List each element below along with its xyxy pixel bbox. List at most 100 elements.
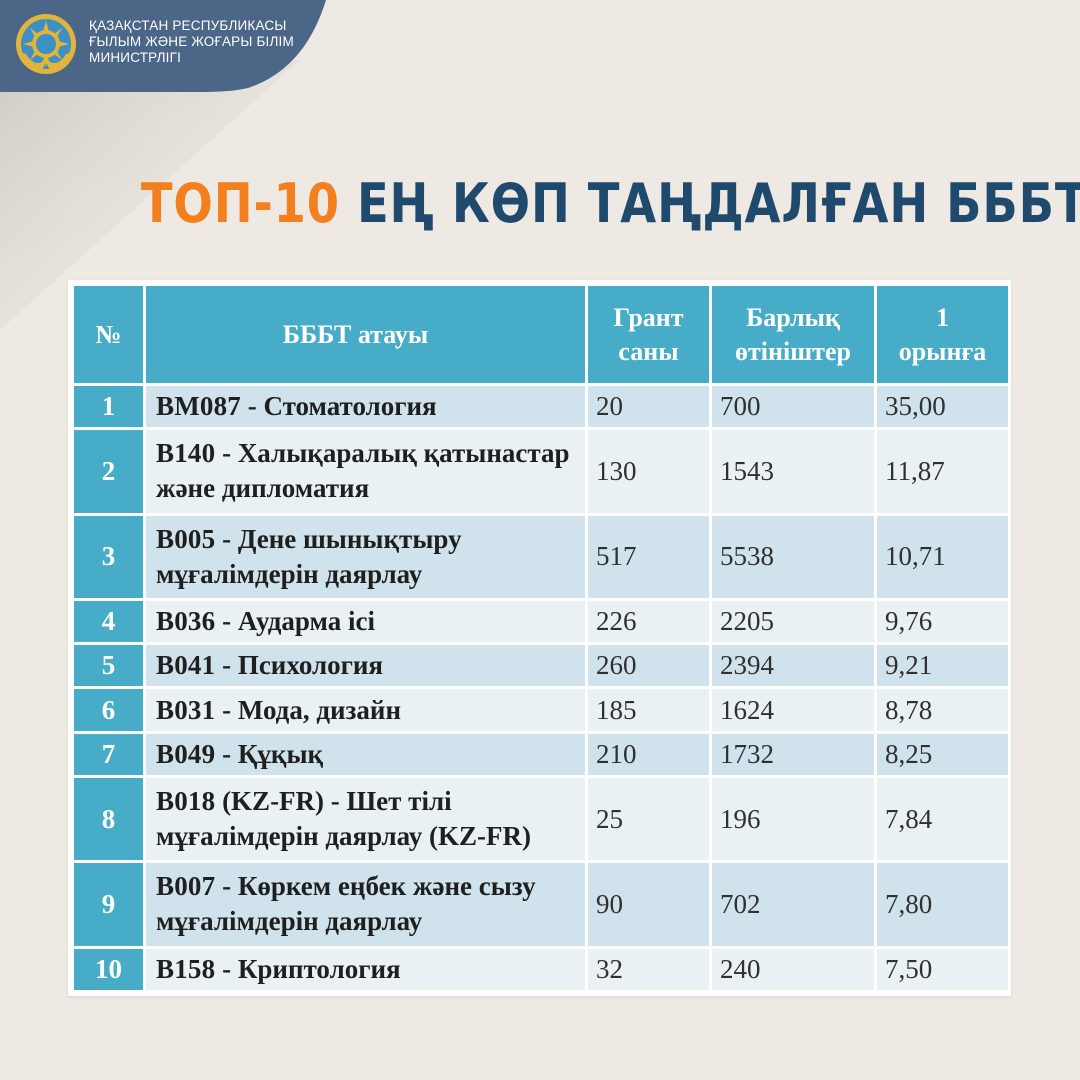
column-header-program-name: БББТ атауы bbox=[143, 283, 588, 386]
ministry-name: ҚАЗАҚСТАН РЕСПУБЛИКАСЫ ҒЫЛЫМ ЖӘНЕ ЖОҒАРЫ… bbox=[89, 18, 319, 66]
table-row: 10 B158 - Криптология 32 240 7,50 bbox=[71, 945, 1011, 994]
program-name-cell: B041 - Психология bbox=[143, 642, 588, 690]
ministry-name-line: МИНИСТРЛІГІ bbox=[89, 50, 182, 65]
program-name: Криптология bbox=[237, 953, 401, 984]
program-code: B031 bbox=[156, 694, 216, 725]
grants-cell: 32 bbox=[585, 945, 712, 994]
program-separator: - bbox=[241, 391, 264, 422]
ministry-name-line: ҒЫЛЫМ ЖӘНЕ ЖОҒАРЫ БІЛІМ bbox=[89, 34, 294, 49]
grants-cell: 25 bbox=[585, 775, 712, 864]
applications-cell: 240 bbox=[709, 945, 877, 994]
per-place-cell: 10,71 bbox=[874, 512, 1011, 601]
program-name-cell: BM087 - Стоматология bbox=[143, 382, 588, 431]
program-separator: - bbox=[215, 694, 238, 725]
ministry-name-line: ҚАЗАҚСТАН РЕСПУБЛИКАСЫ bbox=[89, 18, 287, 33]
page-title-accent: ТОП-10 bbox=[140, 172, 340, 235]
program-separator: - bbox=[215, 650, 238, 681]
applications-cell: 2394 bbox=[709, 642, 877, 690]
column-header-label: саны bbox=[618, 336, 679, 366]
grants-cell: 130 bbox=[585, 427, 712, 516]
table-row: 7 B049 - Құқық 210 1732 8,25 bbox=[71, 730, 1011, 779]
grants-cell: 185 bbox=[585, 686, 712, 734]
applications-cell: 196 bbox=[709, 775, 877, 864]
table-row: 9 B007 - Көркем еңбек және сызу мұғалімд… bbox=[71, 860, 1011, 949]
row-number: 10 bbox=[71, 945, 146, 994]
row-number: 6 bbox=[71, 686, 146, 734]
column-header-label: № bbox=[95, 319, 122, 349]
per-place-cell: 7,80 bbox=[874, 860, 1011, 949]
program-name-cell: B005 - Дене шынықтыру мұғалімдерін даярл… bbox=[143, 512, 588, 601]
applications-cell: 1732 bbox=[709, 730, 877, 779]
row-number: 4 bbox=[71, 597, 146, 646]
table-row: 6 B031 - Мода, дизайн 185 1624 8,78 bbox=[71, 686, 1011, 734]
ranking-table: № БББТ атауы Грант саны Барлық өтініштер 1… bbox=[71, 283, 1011, 994]
program-name-cell: B007 - Көркем еңбек және сызу мұғалімдер… bbox=[143, 860, 588, 949]
program-code: B007 bbox=[156, 871, 216, 902]
applications-cell: 1543 bbox=[709, 427, 877, 516]
column-header-applications: Барлық өтініштер bbox=[709, 283, 877, 386]
column-header-label: 1 bbox=[936, 302, 949, 332]
table-row: 2 B140 - Халықаралық қатынастар және дип… bbox=[71, 427, 1011, 516]
applications-cell: 2205 bbox=[709, 597, 877, 646]
program-separator: - bbox=[215, 438, 238, 469]
table-row: 1 BM087 - Стоматология 20 700 35,00 bbox=[71, 382, 1011, 431]
grants-cell: 260 bbox=[585, 642, 712, 690]
program-name-cell: B140 - Халықаралық қатынастар және дипло… bbox=[143, 427, 588, 516]
header-band bbox=[0, 0, 326, 92]
table-row: 4 B036 - Аударма ісі 226 2205 9,76 bbox=[71, 597, 1011, 646]
program-code: B049 bbox=[156, 738, 216, 769]
per-place-cell: 8,25 bbox=[874, 730, 1011, 779]
row-number: 9 bbox=[71, 860, 146, 949]
row-number: 2 bbox=[71, 427, 146, 516]
row-number: 3 bbox=[71, 512, 146, 601]
per-place-cell: 9,76 bbox=[874, 597, 1011, 646]
row-number: 7 bbox=[71, 730, 146, 779]
page-title-main: ЕҢ КӨП ТАҢДАЛҒАН БББТ bbox=[339, 172, 1080, 235]
program-separator: (KZ-FR) - bbox=[215, 786, 347, 817]
table-row: 5 B041 - Психология 260 2394 9,21 bbox=[71, 642, 1011, 690]
grants-cell: 20 bbox=[585, 382, 712, 431]
column-header-grants: Грант саны bbox=[585, 283, 712, 386]
program-name-cell: B036 - Аударма ісі bbox=[143, 597, 588, 646]
program-name: Мода, дизайн bbox=[237, 694, 401, 725]
column-header-label: өтініштер bbox=[735, 336, 851, 366]
table-header-row: № БББТ атауы Грант саны Барлық өтініштер 1… bbox=[71, 283, 1011, 386]
per-place-cell: 9,21 bbox=[874, 642, 1011, 690]
program-name-cell: B031 - Мода, дизайн bbox=[143, 686, 588, 734]
applications-cell: 700 bbox=[709, 382, 877, 431]
program-name: Шет тілі мұғалімдерін даярлау (KZ-FR) bbox=[156, 786, 532, 852]
program-code: B041 bbox=[156, 650, 216, 681]
column-header-number: № bbox=[71, 283, 146, 386]
state-emblem-icon bbox=[14, 12, 78, 76]
program-name: Дене шынықтыру мұғалімдерін даярлау bbox=[156, 523, 462, 589]
per-place-cell: 8,78 bbox=[874, 686, 1011, 734]
program-separator: - bbox=[215, 871, 238, 902]
applications-cell: 1624 bbox=[709, 686, 877, 734]
column-header-label: Барлық bbox=[746, 302, 840, 332]
program-separator: - bbox=[215, 738, 238, 769]
program-code: B018 bbox=[156, 786, 216, 817]
program-name-cell: B049 - Құқық bbox=[143, 730, 588, 779]
program-code: B036 bbox=[156, 605, 216, 636]
applications-cell: 702 bbox=[709, 860, 877, 949]
program-separator: - bbox=[215, 523, 238, 554]
program-name: Құқық bbox=[237, 738, 324, 769]
column-header-label: БББТ атауы bbox=[282, 319, 429, 349]
table-row: 3 B005 - Дене шынықтыру мұғалімдерін дая… bbox=[71, 512, 1011, 601]
program-code: B005 bbox=[156, 523, 216, 554]
grants-cell: 210 bbox=[585, 730, 712, 779]
program-separator: - bbox=[215, 953, 238, 984]
row-number: 1 bbox=[71, 382, 146, 431]
program-code: BM087 bbox=[156, 391, 241, 422]
program-separator: - bbox=[215, 605, 238, 636]
program-name: Психология bbox=[237, 650, 384, 681]
column-header-per-place: 1 орынға bbox=[874, 283, 1011, 386]
row-number: 5 bbox=[71, 642, 146, 690]
per-place-cell: 7,84 bbox=[874, 775, 1011, 864]
applications-cell: 5538 bbox=[709, 512, 877, 601]
program-name: Халықаралық қатынастар және дипломатия bbox=[156, 438, 570, 504]
per-place-cell: 35,00 bbox=[874, 382, 1011, 431]
column-header-label: Грант bbox=[613, 302, 684, 332]
program-name-cell: B158 - Криптология bbox=[143, 945, 588, 994]
per-place-cell: 11,87 bbox=[874, 427, 1011, 516]
